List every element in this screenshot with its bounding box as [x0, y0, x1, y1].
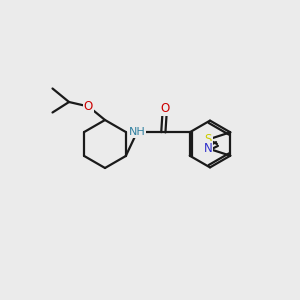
Text: S: S — [204, 133, 212, 146]
Text: O: O — [84, 100, 93, 113]
Text: O: O — [160, 102, 170, 116]
Text: N: N — [204, 142, 212, 155]
Text: NH: NH — [129, 127, 145, 137]
